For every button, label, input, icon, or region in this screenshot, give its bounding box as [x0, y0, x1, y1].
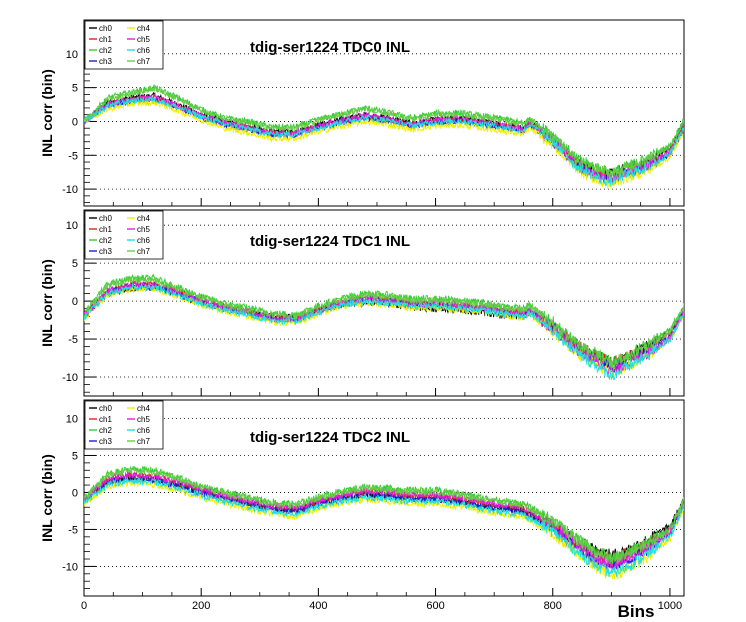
legend-entry-ch3: ch3: [99, 247, 112, 256]
series-line-ch6: [84, 96, 684, 187]
legend: ch0 ch1 ch2 ch3 ch4 ch5 ch6 ch7: [84, 400, 164, 450]
y-tick-label: 0: [72, 487, 78, 499]
x-tick-label: 400: [309, 600, 327, 612]
series-line-ch2: [84, 83, 684, 177]
y-axis-label: INL corr (bin): [39, 454, 55, 542]
chart-title: tdig-ser1224 TDC1 INL: [250, 233, 410, 250]
legend-entry-ch2: ch2: [99, 236, 112, 245]
series-line-ch7: [84, 466, 684, 564]
y-tick-label: -10: [62, 184, 78, 196]
series-line-ch1: [84, 94, 684, 183]
y-tick-label: 5: [72, 450, 78, 462]
x-axis: 0 200 400 600 800 1000: [81, 600, 682, 612]
legend-entry-ch1: ch1: [99, 225, 112, 234]
series-layer: [84, 465, 684, 580]
legend-entry-ch1: ch1: [99, 35, 112, 44]
legend-box: [84, 400, 164, 450]
series-line-ch7: [84, 274, 684, 370]
legend-entry-ch4: ch4: [137, 24, 150, 33]
legend-entry-ch0: ch0: [99, 24, 112, 33]
series-layer: [84, 273, 684, 381]
legend-entry-ch5: ch5: [137, 225, 150, 234]
y-tick-label: 5: [72, 258, 78, 270]
legend-entry-ch7: ch7: [137, 247, 150, 256]
legend-entry-ch1: ch1: [99, 415, 112, 424]
panel-tdc1: -10 -5 0 5 10 ch0 ch1 ch2 ch3 ch4 ch5 ch6 ch7 tdig-…: [39, 209, 685, 397]
legend-entry-ch5: ch5: [137, 35, 150, 44]
panel-tdc0: -10 -5 0 5 10 ch0 ch1 ch2 ch3 ch4 ch5 ch6 ch7 tdig-…: [39, 19, 685, 207]
legend-entry-ch6: ch6: [137, 426, 150, 435]
y-tick-label: -5: [68, 524, 78, 536]
legend-entry-ch3: ch3: [99, 437, 112, 446]
x-tick-label: 0: [81, 600, 87, 612]
y-axis-label: INL corr (bin): [39, 69, 55, 157]
series-layer: [84, 83, 684, 189]
y-tick-label: -10: [62, 561, 78, 573]
legend-entry-ch4: ch4: [137, 404, 150, 413]
chart-title: tdig-ser1224 TDC0 INL: [250, 39, 410, 56]
y-tick-label: 0: [72, 116, 78, 128]
legend-box: [84, 20, 164, 70]
legend-entry-ch0: ch0: [99, 404, 112, 413]
legend-entry-ch7: ch7: [137, 57, 150, 66]
legend-entry-ch2: ch2: [99, 46, 112, 55]
y-tick-label: 10: [66, 49, 78, 61]
legend-entry-ch7: ch7: [137, 437, 150, 446]
y-tick-label: 10: [66, 413, 78, 425]
legend-entry-ch5: ch5: [137, 415, 150, 424]
y-axis: -10 -5 0 5 10: [62, 403, 671, 597]
y-tick-label: 5: [72, 83, 78, 95]
legend-entry-ch6: ch6: [137, 46, 150, 55]
y-axis-label: INL corr (bin): [39, 259, 55, 347]
x-tick-label: 600: [426, 600, 444, 612]
legend: ch0 ch1 ch2 ch3 ch4 ch5 ch6 ch7: [84, 210, 164, 260]
legend: ch0 ch1 ch2 ch3 ch4 ch5 ch6 ch7: [84, 20, 164, 70]
legend-entry-ch0: ch0: [99, 214, 112, 223]
x-tick-label: 200: [192, 600, 210, 612]
y-tick-label: -5: [68, 334, 78, 346]
series-line-ch6: [84, 476, 684, 578]
legend-entry-ch2: ch2: [99, 426, 112, 435]
chart-title: tdig-ser1224 TDC2 INL: [250, 429, 410, 446]
series-line-ch7: [84, 85, 684, 179]
y-tick-label: 0: [72, 296, 78, 308]
panel-tdc2: -10 -5 0 5 10 ch0 ch1 ch2 ch3 ch4 ch5 ch6 ch7 tdig-…: [39, 399, 685, 597]
y-gridlines: [84, 53, 684, 190]
x-tick-label: 1000: [658, 600, 682, 612]
y-tick-label: -5: [68, 150, 78, 162]
legend-entry-ch3: ch3: [99, 57, 112, 66]
x-tick-label: 800: [544, 600, 562, 612]
y-tick-label: 10: [66, 220, 78, 232]
series-line-ch6: [84, 282, 684, 381]
legend-entry-ch6: ch6: [137, 236, 150, 245]
legend-entry-ch4: ch4: [137, 214, 150, 223]
legend-box: [84, 210, 164, 260]
y-tick-label: -10: [62, 372, 78, 384]
series-line-ch4: [84, 98, 684, 189]
x-axis-label: Bins: [618, 602, 655, 621]
